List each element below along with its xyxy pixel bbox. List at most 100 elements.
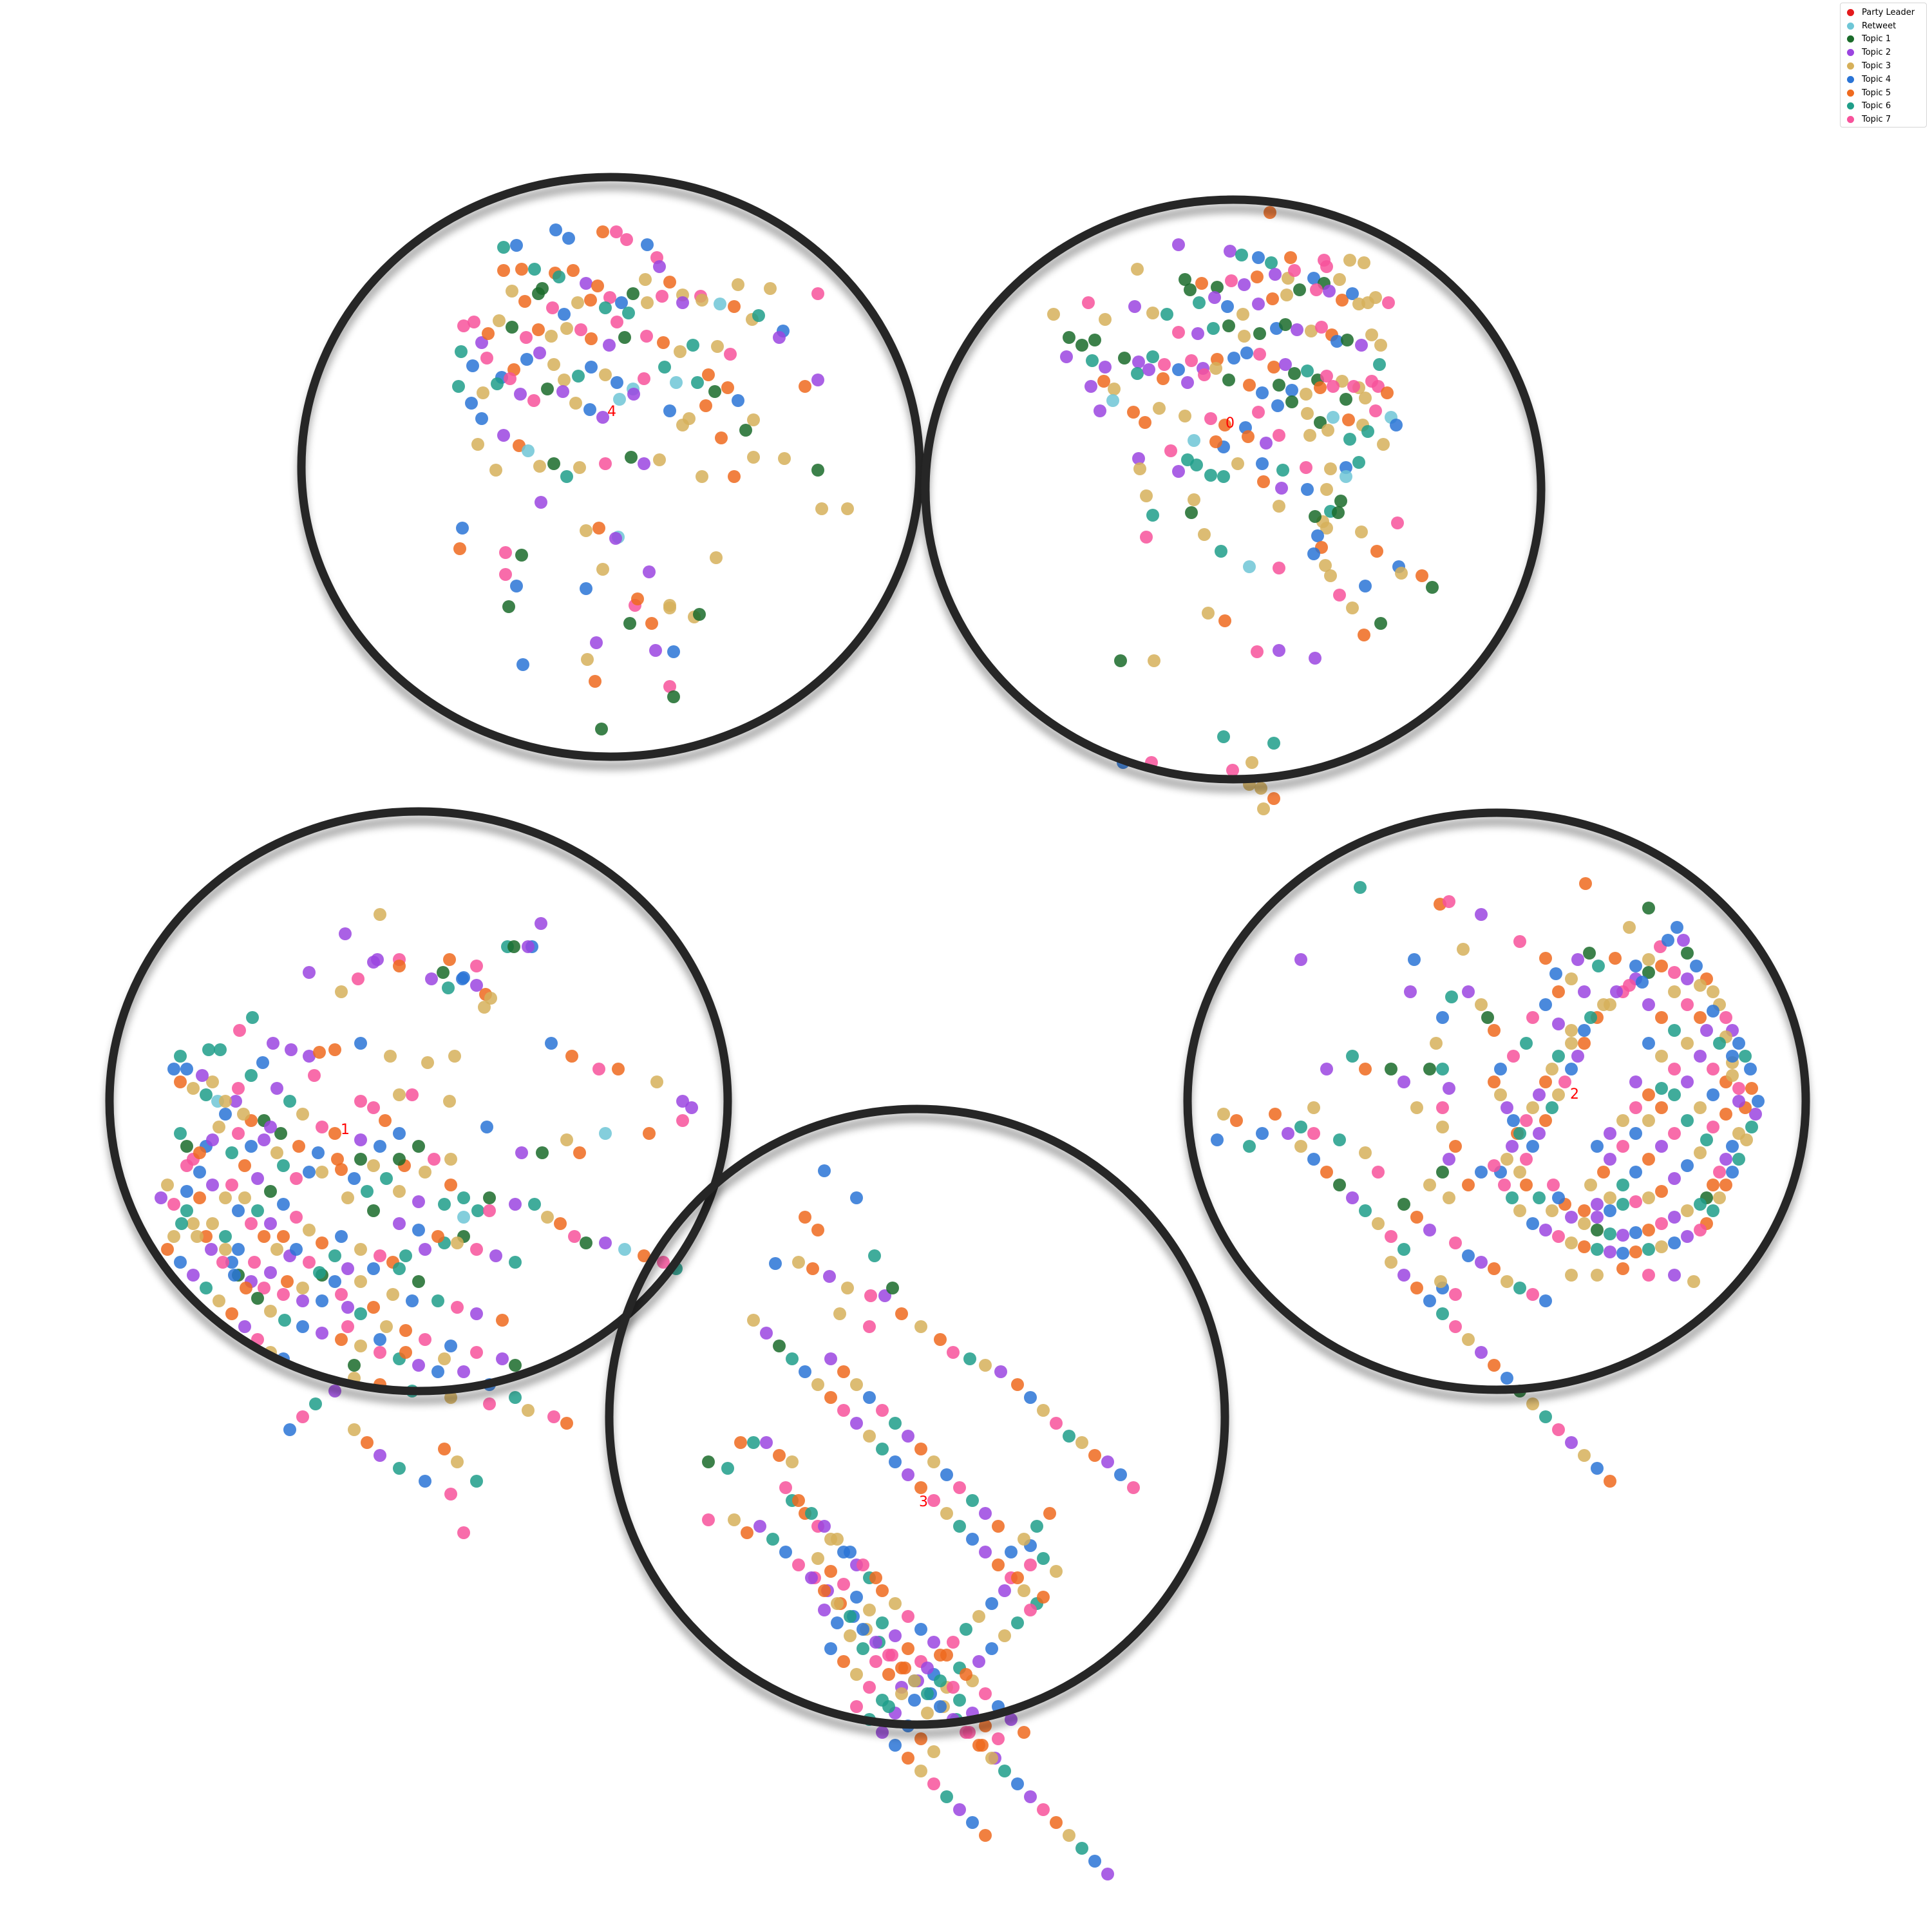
point-cluster-0-topic-7	[1251, 645, 1264, 658]
point-cluster-2-topic-6	[1584, 1011, 1597, 1024]
point-cluster-2-topic-7	[1488, 1159, 1501, 1172]
point-cluster-2-topic-3	[1694, 979, 1707, 992]
point-cluster-1-topic-3	[191, 1230, 204, 1243]
point-cluster-1-topic-7	[232, 1127, 245, 1140]
point-cluster-0-topic-4	[1285, 384, 1298, 397]
point-cluster-4-topic-3	[696, 294, 708, 307]
point-cluster-1-topic-7	[316, 1121, 328, 1133]
point-cluster-0-topic-5	[1267, 361, 1280, 374]
point-cluster-0-topic-1	[1340, 393, 1352, 406]
point-cluster-4-topic-3	[477, 386, 489, 399]
point-cluster-0-topic-5	[1370, 545, 1383, 558]
point-cluster-2-topic-7	[1547, 1179, 1560, 1191]
point-cluster-2-topic-5	[1579, 877, 1592, 890]
point-cluster-2-topic-3	[1513, 1204, 1526, 1217]
point-cluster-1-topic-2	[264, 1121, 277, 1133]
point-cluster-4-topic-2	[580, 277, 592, 290]
point-cluster-3-topic-2	[876, 1726, 889, 1739]
point-cluster-1-topic-5	[292, 1140, 305, 1153]
point-cluster-1-topic-5	[225, 1307, 238, 1320]
point-cluster-2-topic-7	[1623, 979, 1636, 992]
point-cluster-2-topic-4	[1475, 1166, 1488, 1179]
point-cluster-2-topic-3	[1584, 1179, 1597, 1191]
point-cluster-4-topic-7	[499, 546, 512, 559]
point-cluster-4-topic-4	[520, 353, 533, 366]
point-cluster-1-topic-3	[386, 1288, 399, 1301]
point-cluster-2-topic-5	[1578, 1204, 1591, 1217]
point-cluster-1-topic-4	[393, 1127, 406, 1140]
point-cluster-1-topic-3	[444, 1391, 457, 1404]
point-cluster-1-topic-1	[412, 1140, 425, 1153]
point-cluster-0-topic-7	[1172, 326, 1185, 339]
point-cluster-2-topic-2	[1571, 953, 1584, 966]
point-cluster-4-topic-7	[811, 287, 824, 300]
point-cluster-0-topic-2	[1172, 465, 1185, 478]
point-cluster-0-topic-5	[1381, 386, 1394, 399]
point-cluster-4-topic-2	[773, 331, 786, 344]
point-cluster-2-topic-2	[1591, 1198, 1604, 1211]
point-cluster-4-topic-7	[574, 323, 587, 336]
point-cluster-3-topic-3	[831, 1597, 844, 1610]
legend-marker-icon	[1847, 8, 1854, 16]
point-cluster-3-topic-6	[940, 1790, 953, 1803]
point-cluster-3-topic-3	[792, 1256, 805, 1269]
point-cluster-4-topic-2	[556, 385, 569, 398]
point-cluster-1-topic-1	[580, 1236, 592, 1249]
point-cluster-2-topic-7	[1372, 1166, 1385, 1179]
point-cluster-3-topic-4	[889, 1739, 902, 1752]
point-cluster-1-topic-4	[312, 1146, 325, 1159]
point-cluster-2-topic-2	[1475, 1346, 1488, 1359]
point-cluster-1-topic-4	[225, 1256, 238, 1269]
point-cluster-3-topic-6	[786, 1352, 799, 1365]
point-cluster-2-topic-2	[1320, 1063, 1333, 1075]
point-cluster-1-topic-7	[367, 1101, 380, 1114]
point-cluster-2-topic-6	[1436, 1063, 1449, 1075]
point-cluster-2-topic-3	[1681, 1037, 1694, 1050]
point-cluster-4-topic-5	[702, 368, 715, 381]
point-cluster-0-topic-1	[1118, 352, 1131, 365]
point-cluster-2-topic-6	[1745, 1121, 1758, 1133]
point-cluster-1-retweet	[618, 1243, 631, 1256]
point-cluster-3-topic-3	[833, 1307, 846, 1320]
point-cluster-4-topic-5	[799, 380, 811, 393]
point-cluster-1-topic-4	[290, 1243, 303, 1256]
point-cluster-3-topic-4	[844, 1546, 857, 1558]
point-cluster-1-topic-6	[431, 1294, 444, 1307]
point-cluster-0-topic-2	[1309, 652, 1321, 665]
point-cluster-4-topic-3	[489, 464, 502, 477]
point-cluster-1-topic-3	[421, 1056, 434, 1069]
point-cluster-4-topic-5	[482, 327, 495, 340]
point-cluster-4-topic-5	[497, 264, 510, 277]
point-cluster-1-topic-6	[200, 1088, 213, 1101]
point-cluster-3-topic-7	[1050, 1417, 1063, 1430]
point-cluster-3-topic-5	[992, 1520, 1005, 1533]
point-cluster-1-topic-4	[348, 1172, 361, 1185]
point-cluster-1-topic-4	[180, 1185, 193, 1198]
point-cluster-0-topic-6	[1373, 358, 1386, 371]
point-cluster-1-topic-4	[228, 1269, 241, 1282]
point-cluster-0-topic-6	[1160, 308, 1173, 321]
point-cluster-4-retweet	[714, 298, 726, 310]
point-cluster-0-topic-7	[1320, 260, 1333, 273]
point-cluster-1-topic-2	[676, 1095, 689, 1108]
legend-marker-icon	[1847, 89, 1854, 97]
point-cluster-1-topic-4	[180, 1063, 193, 1075]
point-cluster-2-topic-2	[1655, 1140, 1668, 1153]
point-cluster-1-topic-3	[444, 1153, 457, 1166]
point-cluster-0-topic-2	[1132, 355, 1145, 368]
point-cluster-1-topic-3	[219, 1243, 232, 1256]
point-cluster-4-topic-4	[583, 403, 596, 416]
point-cluster-0-topic-3	[1303, 429, 1316, 442]
point-cluster-3-topic-3	[1037, 1404, 1050, 1417]
point-cluster-0-topic-7	[1300, 461, 1312, 474]
point-cluster-0-topic-3	[1131, 263, 1144, 276]
point-cluster-3-topic-2	[979, 1507, 992, 1520]
point-cluster-1-topic-3	[380, 1320, 393, 1333]
point-cluster-2-topic-2	[1629, 1075, 1642, 1088]
point-cluster-1-topic-3	[167, 1230, 180, 1243]
point-cluster-4-topic-3	[747, 451, 760, 464]
point-cluster-1-topic-4	[412, 1224, 425, 1236]
point-cluster-3-topic-4	[1088, 1855, 1101, 1868]
point-cluster-0-topic-1	[1285, 395, 1298, 408]
point-cluster-0-topic-5	[1243, 379, 1256, 392]
